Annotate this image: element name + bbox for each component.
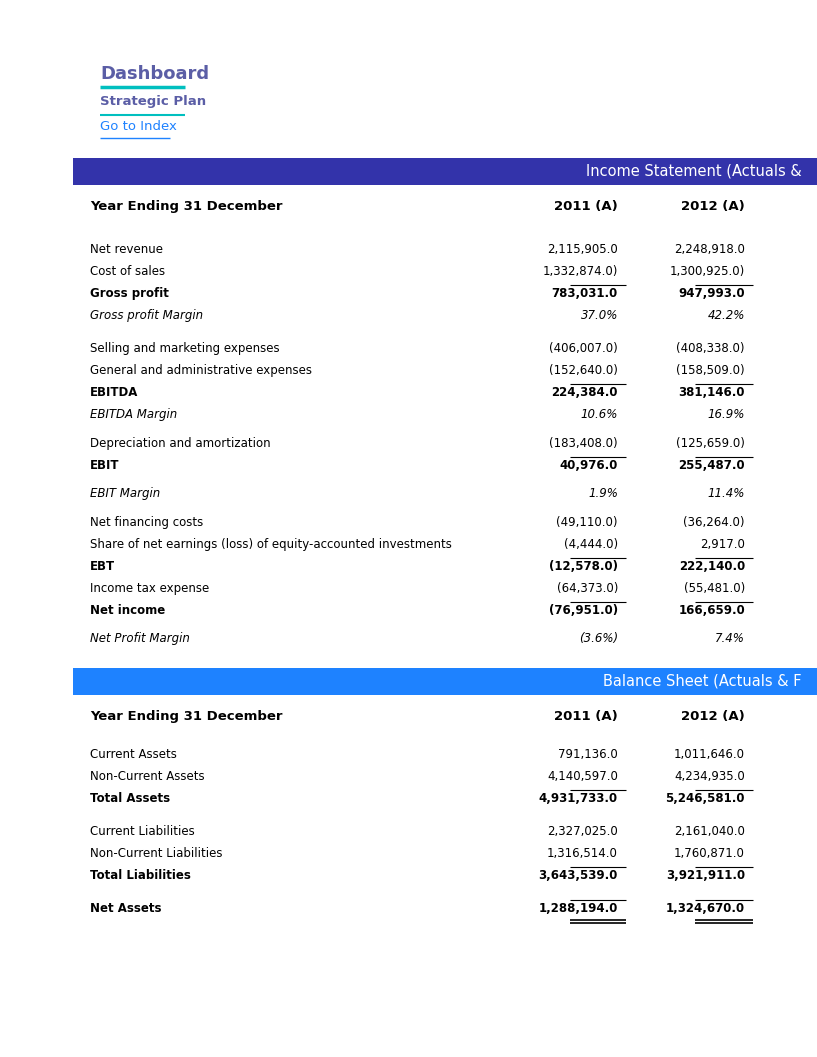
- Text: 791,136.0: 791,136.0: [558, 748, 618, 761]
- Text: (49,110.0): (49,110.0): [556, 516, 618, 528]
- Text: Total Liabilities: Total Liabilities: [90, 870, 191, 883]
- Text: 2,327,025.0: 2,327,025.0: [547, 826, 618, 838]
- Text: 166,659.0: 166,659.0: [678, 604, 745, 617]
- Text: (152,640.0): (152,640.0): [549, 364, 618, 377]
- Text: 1,332,874.0): 1,332,874.0): [542, 265, 618, 278]
- Text: EBITDA Margin: EBITDA Margin: [90, 408, 177, 421]
- Text: 2011 (A): 2011 (A): [554, 710, 618, 723]
- Text: (36,264.0): (36,264.0): [684, 516, 745, 528]
- Text: Net Profit Margin: Net Profit Margin: [90, 632, 190, 646]
- Text: Gross profit Margin: Gross profit Margin: [90, 309, 203, 322]
- Text: Income Statement (Actuals &: Income Statement (Actuals &: [587, 163, 802, 178]
- Bar: [73, 668, 817, 696]
- Text: 2011 (A): 2011 (A): [554, 200, 618, 214]
- Text: 10.6%: 10.6%: [581, 408, 618, 421]
- Text: 2012 (A): 2012 (A): [681, 200, 745, 214]
- Text: 255,487.0: 255,487.0: [678, 459, 745, 471]
- Text: 1,288,194.0: 1,288,194.0: [538, 903, 618, 915]
- Text: 5,246,581.0: 5,246,581.0: [666, 793, 745, 805]
- Bar: [73, 157, 817, 185]
- Text: Current Liabilities: Current Liabilities: [90, 826, 194, 838]
- Text: (408,338.0): (408,338.0): [676, 342, 745, 355]
- Text: 11.4%: 11.4%: [708, 487, 745, 500]
- Text: 4,234,935.0: 4,234,935.0: [674, 771, 745, 783]
- Text: Total Assets: Total Assets: [90, 793, 170, 805]
- Text: 37.0%: 37.0%: [581, 309, 618, 322]
- Text: 42.2%: 42.2%: [708, 309, 745, 322]
- Text: Strategic Plan: Strategic Plan: [100, 95, 206, 108]
- Text: 4,931,733.0: 4,931,733.0: [539, 793, 618, 805]
- Text: 1,316,514.0: 1,316,514.0: [547, 848, 618, 860]
- Text: Cost of sales: Cost of sales: [90, 265, 165, 278]
- Text: Non-Current Liabilities: Non-Current Liabilities: [90, 848, 222, 860]
- Text: 1.9%: 1.9%: [588, 487, 618, 500]
- Text: 1,760,871.0: 1,760,871.0: [674, 848, 745, 860]
- Text: 947,993.0: 947,993.0: [678, 288, 745, 300]
- Text: 1,300,925.0): 1,300,925.0): [670, 265, 745, 278]
- Text: (64,373.0): (64,373.0): [556, 581, 618, 595]
- Text: Selling and marketing expenses: Selling and marketing expenses: [90, 342, 279, 355]
- Text: (76,951.0): (76,951.0): [549, 604, 618, 617]
- Text: EBIT: EBIT: [90, 459, 119, 471]
- Text: Net Assets: Net Assets: [90, 903, 162, 915]
- Text: (125,659.0): (125,659.0): [676, 437, 745, 449]
- Text: EBT: EBT: [90, 560, 115, 573]
- Text: (4,444.0): (4,444.0): [564, 538, 618, 551]
- Text: (12,578.0): (12,578.0): [549, 560, 618, 573]
- Text: General and administrative expenses: General and administrative expenses: [90, 364, 312, 377]
- Text: Year Ending 31 December: Year Ending 31 December: [90, 710, 283, 723]
- Text: Depreciation and amortization: Depreciation and amortization: [90, 437, 270, 449]
- Text: 222,140.0: 222,140.0: [679, 560, 745, 573]
- Text: 40,976.0: 40,976.0: [560, 459, 618, 471]
- Text: Balance Sheet (Actuals & F: Balance Sheet (Actuals & F: [604, 673, 802, 688]
- Text: EBITDA: EBITDA: [90, 386, 138, 398]
- Text: Go to Index: Go to Index: [100, 120, 176, 133]
- Text: Current Assets: Current Assets: [90, 748, 176, 761]
- Text: (406,007.0): (406,007.0): [549, 342, 618, 355]
- Text: (158,509.0): (158,509.0): [676, 364, 745, 377]
- Text: Share of net earnings (loss) of equity-accounted investments: Share of net earnings (loss) of equity-a…: [90, 538, 452, 551]
- Text: 2,161,040.0: 2,161,040.0: [674, 826, 745, 838]
- Text: 7.4%: 7.4%: [715, 632, 745, 646]
- Text: (183,408.0): (183,408.0): [549, 437, 618, 449]
- Text: 3,921,911.0: 3,921,911.0: [666, 870, 745, 883]
- Text: 3,643,539.0: 3,643,539.0: [538, 870, 618, 883]
- Text: Net financing costs: Net financing costs: [90, 516, 203, 528]
- Text: 2012 (A): 2012 (A): [681, 710, 745, 723]
- Text: 224,384.0: 224,384.0: [551, 386, 618, 398]
- Text: 2,115,905.0: 2,115,905.0: [547, 243, 618, 256]
- Text: 2,248,918.0: 2,248,918.0: [674, 243, 745, 256]
- Text: (3.6%): (3.6%): [579, 632, 618, 646]
- Text: 381,146.0: 381,146.0: [678, 386, 745, 398]
- Text: Dashboard: Dashboard: [100, 64, 209, 84]
- Text: 2,917.0: 2,917.0: [700, 538, 745, 551]
- Text: Year Ending 31 December: Year Ending 31 December: [90, 200, 283, 214]
- Text: (55,481.0): (55,481.0): [684, 581, 745, 595]
- Text: Net revenue: Net revenue: [90, 243, 163, 256]
- Text: 1,324,670.0: 1,324,670.0: [666, 903, 745, 915]
- Text: 16.9%: 16.9%: [708, 408, 745, 421]
- Text: Non-Current Assets: Non-Current Assets: [90, 771, 204, 783]
- Text: 4,140,597.0: 4,140,597.0: [547, 771, 618, 783]
- Text: Net income: Net income: [90, 604, 165, 617]
- Text: EBIT Margin: EBIT Margin: [90, 487, 160, 500]
- Text: Income tax expense: Income tax expense: [90, 581, 209, 595]
- Text: 783,031.0: 783,031.0: [551, 288, 618, 300]
- Text: 1,011,646.0: 1,011,646.0: [674, 748, 745, 761]
- Text: Gross profit: Gross profit: [90, 288, 169, 300]
